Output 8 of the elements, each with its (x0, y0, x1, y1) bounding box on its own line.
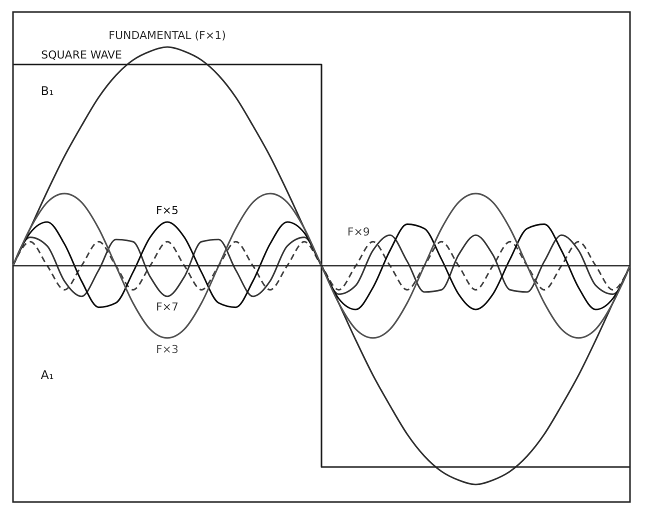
series-label: SQUARE WAVE (41, 48, 122, 62)
annotation: B₁ (40, 84, 54, 98)
annotation: A₁ (40, 368, 54, 382)
series-label: F×9 (347, 226, 370, 239)
series-label: F×7 (156, 300, 179, 314)
series-label: FUNDAMENTAL (F×1) (108, 29, 226, 42)
series-label: F×3 (156, 342, 179, 356)
series-label: F×5 (156, 204, 179, 217)
